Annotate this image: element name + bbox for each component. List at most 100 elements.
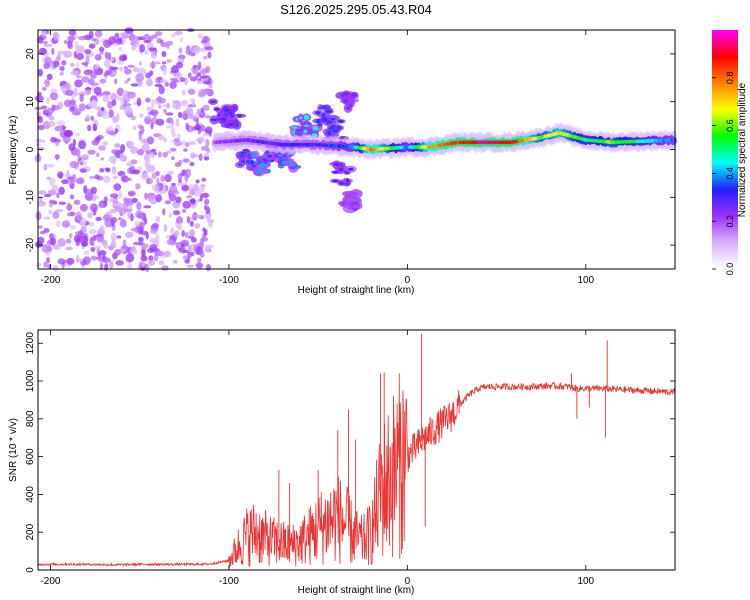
noise-speckle	[129, 247, 138, 256]
noise-speckle	[164, 82, 169, 87]
noise-speckle	[159, 79, 168, 84]
noise-speckle	[73, 199, 81, 205]
noise-speckle	[88, 30, 94, 39]
noise-speckle	[65, 238, 72, 244]
noise-speckle	[151, 184, 160, 192]
noise-speckle	[208, 221, 214, 228]
spectrogram-y-ticks: -20 -10 0 10 20	[25, 48, 675, 252]
spectrogram-x-label: Height of straight line (km)	[298, 285, 415, 296]
noise-speckle	[55, 138, 62, 143]
noise-speckle	[144, 192, 148, 200]
colorbar-tick-label: 0.8	[725, 72, 735, 85]
noise-speckle	[37, 115, 44, 124]
noise-speckle	[85, 55, 90, 65]
x-tick-label: 100	[577, 275, 594, 286]
noise-speckle	[119, 152, 125, 161]
noise-speckle	[120, 248, 125, 253]
noise-speckle	[96, 152, 100, 158]
noise-speckle	[197, 257, 202, 263]
fragment-blob-core	[356, 199, 360, 202]
noise-speckle	[80, 225, 87, 234]
noise-speckle	[90, 82, 100, 86]
noise-speckle	[174, 141, 182, 147]
noise-speckle	[109, 216, 118, 224]
noise-speckle	[185, 106, 191, 115]
noise-speckle	[100, 157, 105, 161]
noise-speckle	[108, 109, 114, 118]
noise-speckle	[132, 169, 140, 175]
noise-speckle	[98, 250, 107, 256]
noise-speckle	[124, 80, 129, 84]
noise-speckle	[146, 115, 151, 119]
noise-speckle	[39, 230, 46, 235]
noise-speckle	[135, 183, 141, 190]
noise-speckle	[56, 192, 60, 199]
noise-speckle	[182, 208, 186, 214]
noise-speckle	[130, 146, 138, 155]
noise-speckle	[175, 72, 183, 80]
fragment-blob-core	[332, 179, 339, 183]
fragment-blob-core	[339, 168, 344, 172]
noise-speckle	[141, 242, 149, 249]
noise-speckle	[184, 232, 189, 238]
noise-speckle	[197, 33, 203, 39]
colorbar-gradient	[712, 30, 738, 269]
noise-speckle	[160, 175, 165, 183]
noise-speckle	[35, 138, 43, 143]
noise-speckle	[69, 232, 73, 239]
noise-speckle	[61, 179, 69, 185]
fragment-blob-core	[237, 163, 243, 166]
y-tick-label: 10	[25, 96, 36, 108]
noise-speckle	[183, 148, 188, 152]
noise-speckle	[150, 49, 158, 59]
noise-speckle	[76, 177, 85, 185]
noise-speckle	[185, 49, 193, 56]
noise-speckle	[132, 67, 139, 73]
noise-speckle	[91, 99, 98, 107]
noise-speckle	[94, 106, 101, 110]
y-tick-label: 600	[25, 448, 36, 465]
noise-speckle	[114, 143, 121, 148]
noise-speckle	[83, 250, 90, 256]
noise-speckle	[127, 77, 131, 82]
colorbar-tick-label: 0.2	[725, 215, 735, 228]
fragment-blob-core	[348, 103, 353, 107]
noise-speckle	[165, 124, 174, 129]
noise-speckle	[99, 168, 105, 173]
noise-speckle	[200, 145, 209, 151]
noise-speckle	[174, 30, 184, 36]
noise-speckle	[146, 136, 155, 145]
noise-speckle	[151, 222, 160, 229]
noise-speckle	[84, 87, 92, 91]
noise-speckle	[187, 113, 195, 120]
noise-speckle	[50, 237, 56, 246]
figure-title: S126.2025.295.05.43.R04	[280, 2, 432, 17]
noise-speckle	[179, 36, 184, 43]
noise-speckle	[36, 153, 41, 162]
noise-speckle	[172, 259, 178, 264]
noise-speckle	[108, 130, 115, 136]
noise-speckle	[87, 149, 96, 155]
noise-speckle	[156, 177, 160, 184]
noise-speckle	[196, 80, 204, 85]
noise-speckle	[150, 227, 158, 235]
noise-speckle	[127, 64, 135, 68]
noise-speckle	[66, 169, 70, 177]
fragment-blob-core	[312, 126, 319, 131]
noise-speckle	[119, 67, 123, 72]
noise-speckle	[171, 33, 176, 38]
noise-speckle	[79, 93, 84, 103]
noise-speckle	[176, 61, 184, 69]
noise-speckle	[176, 133, 181, 140]
noise-speckle	[138, 213, 144, 219]
noise-speckle	[202, 104, 210, 111]
noise-speckle	[172, 64, 178, 71]
fragment-blob-core	[291, 126, 298, 129]
noise-speckle	[178, 247, 183, 252]
noise-speckle	[155, 215, 161, 223]
noise-speckle	[78, 35, 87, 41]
noise-speckle	[88, 43, 96, 49]
noise-speckle	[138, 132, 143, 141]
noise-speckle	[182, 158, 190, 163]
noise-speckle	[124, 106, 133, 116]
